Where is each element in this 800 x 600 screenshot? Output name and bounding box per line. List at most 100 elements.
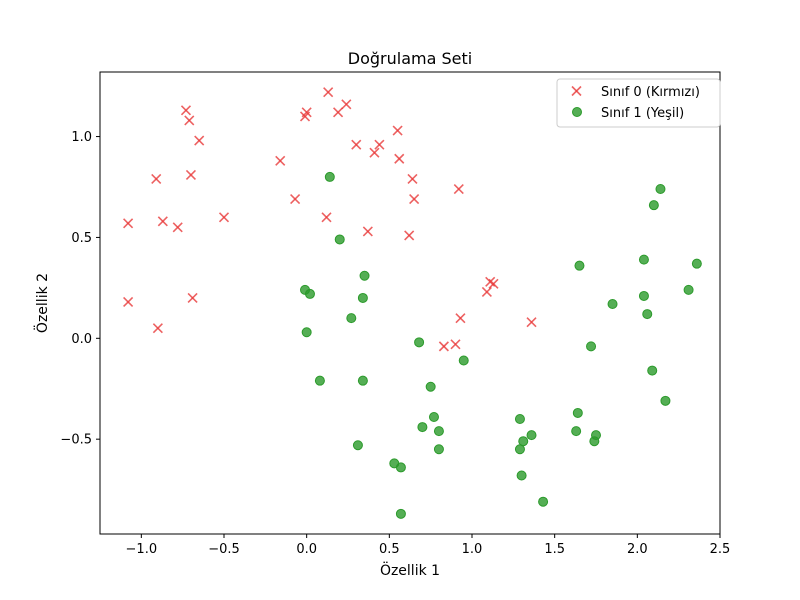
data-point-class-1: [591, 430, 601, 441]
data-point-class-0: [218, 212, 230, 223]
data-point-class-0: [351, 139, 362, 150]
data-point-class-0: [392, 125, 403, 136]
x-tick-label: 0.0: [296, 542, 317, 557]
data-point-class-1: [691, 258, 702, 269]
data-point-class-1: [516, 470, 527, 481]
data-point-class-0: [407, 173, 418, 184]
data-point-class-0: [180, 105, 192, 116]
data-point-class-1: [586, 341, 597, 352]
data-point-class-0: [333, 107, 344, 118]
data-point-class-0: [404, 230, 415, 241]
data-point-class-1: [324, 171, 335, 182]
y-tick-label: 1.0: [71, 130, 92, 145]
legend-label-class-1: Sınıf 1 (Yeşil): [601, 106, 684, 121]
legend-marker-class-0: [571, 85, 582, 97]
data-point-class-1: [514, 414, 525, 425]
x-tick-label: 0.5: [379, 542, 400, 557]
x-tick-label: 2.5: [710, 542, 731, 557]
legend-frame: [556, 78, 721, 128]
data-point-class-0: [481, 286, 492, 297]
data-point-class-1: [352, 440, 363, 451]
data-point-class-1: [357, 292, 368, 303]
chart-title: Doğrulama Seti: [348, 49, 472, 68]
data-point-class-0: [438, 341, 449, 352]
data-point-class-0: [151, 173, 162, 184]
data-point-class-1: [433, 426, 444, 437]
data-point-class-1: [334, 234, 345, 245]
y-tick-label: 0.5: [71, 231, 92, 246]
data-point-class-1: [458, 355, 469, 366]
data-point-class-0: [301, 107, 312, 118]
data-point-class-1: [571, 426, 582, 437]
data-point-class-1: [357, 375, 368, 386]
data-point-class-1: [428, 411, 439, 422]
plot-frame: [99, 71, 721, 535]
data-point-class-0: [450, 339, 461, 350]
data-point-class-1: [518, 436, 529, 447]
data-point-class-0: [290, 194, 301, 205]
data-point-class-1: [683, 284, 694, 295]
data-point-class-0: [184, 115, 195, 126]
data-point-class-1: [538, 496, 549, 507]
legend: Sınıf 0 (Kırmızı) Sınıf 1 (Yeşil): [556, 78, 721, 128]
data-point-class-0: [455, 313, 466, 324]
data-point-class-0: [453, 183, 464, 195]
data-point-class-1: [638, 254, 649, 265]
data-point-class-0: [341, 99, 352, 110]
data-point-class-0: [488, 278, 499, 289]
data-point-class-1: [648, 200, 659, 211]
data-point-class-0: [369, 147, 380, 158]
x-tick-label: −0.5: [208, 542, 240, 557]
data-point-class-0: [394, 153, 405, 164]
data-point-class-0: [187, 292, 198, 304]
legend-label-class-0: Sınıf 0 (Kırmızı): [601, 85, 700, 100]
data-point-class-1: [314, 375, 325, 386]
data-point-class-1: [414, 337, 425, 348]
x-tick-label: −1.0: [126, 542, 158, 557]
data-point-class-1: [395, 462, 406, 473]
y-axis: −0.5 0.0 0.5 1.0: [60, 130, 100, 448]
data-point-class-1: [417, 422, 428, 433]
x-tick-label: 1.5: [544, 542, 565, 557]
data-point-class-1: [301, 327, 312, 338]
data-point-class-1: [526, 430, 537, 441]
data-point-class-0: [526, 317, 537, 328]
data-point-class-1: [572, 407, 583, 418]
data-point-class-1: [642, 309, 653, 320]
data-point-class-0: [409, 194, 420, 205]
data-point-class-0: [185, 169, 196, 180]
data-point-class-1: [655, 184, 666, 195]
data-point-class-1: [425, 381, 436, 392]
x-axis-label: Özellik 1: [380, 561, 440, 579]
data-point-class-1: [395, 508, 406, 519]
data-point-class-0: [123, 296, 134, 308]
y-axis-label: Özellik 2: [33, 273, 51, 333]
data-point-class-0: [362, 226, 373, 237]
data-point-class-1: [359, 270, 370, 281]
data-point-class-1: [607, 299, 618, 310]
data-point-class-1: [574, 260, 585, 271]
x-tick-label: 2.0: [627, 542, 648, 557]
data-point-class-0: [275, 155, 286, 166]
data-point-class-0: [172, 222, 183, 233]
data-point-class-1: [660, 395, 671, 406]
y-tick-label: −0.5: [60, 433, 92, 448]
data-point-class-0: [321, 212, 332, 223]
data-point-class-1: [433, 444, 444, 455]
data-point-class-0: [157, 216, 168, 227]
data-point-class-0: [323, 87, 334, 98]
data-point-class-0: [194, 135, 205, 146]
data-point-class-1: [638, 290, 649, 301]
data-point-class-0: [152, 323, 163, 334]
x-tick-label: 1.0: [462, 542, 483, 557]
data-point-class-0: [374, 139, 385, 150]
data-point-class-1: [647, 365, 658, 376]
legend-marker-class-1: [572, 107, 582, 117]
x-axis: −1.0 −0.5 0.0 0.5 1.0 1.5 2.0 2.5: [126, 534, 731, 557]
data-point-class-1: [346, 313, 357, 324]
data-point-class-0: [123, 218, 134, 229]
data-point-class-1: [304, 288, 315, 299]
points-layer: [123, 87, 702, 519]
y-tick-label: 0.0: [71, 332, 92, 347]
